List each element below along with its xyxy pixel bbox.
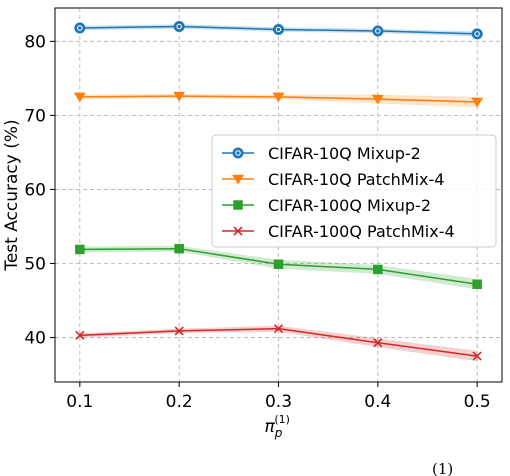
marker-circle-ring	[275, 26, 282, 33]
marker-x-stroke	[373, 338, 383, 348]
marker-circle-ring	[176, 23, 182, 30]
legend-label: CIFAR-10Q PatchMix-4	[268, 170, 444, 189]
marker-circle	[471, 28, 483, 40]
point-cifar-100q-patchmix-4	[472, 351, 482, 361]
marker-triangle	[73, 92, 86, 103]
legend-entry: CIFAR-10Q Mixup-2	[222, 144, 421, 163]
x-tick-label: 0.4	[364, 392, 391, 412]
band-cifar-100q-patchmix-4	[79, 325, 478, 362]
markers-cifar-100q-mixup-2	[75, 243, 482, 289]
marker-circle	[173, 21, 185, 33]
marker-circle	[232, 147, 244, 159]
marker-x-stroke	[75, 330, 85, 340]
y-tick-label: 50	[24, 255, 46, 275]
y-tick-label: 60	[24, 180, 46, 200]
y-tick-label: 80	[24, 32, 46, 52]
x-axis-label-superscript: (1)	[274, 413, 290, 426]
series-markers	[73, 21, 484, 361]
marker-square	[233, 200, 243, 210]
point-cifar-10q-mixup-2	[471, 28, 483, 40]
marker-circle-ring	[474, 31, 480, 37]
markers-cifar-100q-patchmix-4	[75, 324, 482, 361]
legend-label: CIFAR-100Q PatchMix-4	[268, 222, 455, 241]
marker-circle	[74, 22, 86, 34]
markers-cifar-10q-mixup-2	[74, 21, 483, 40]
point-cifar-100q-patchmix-4	[273, 324, 284, 334]
marker-circle-ring	[375, 28, 381, 34]
legend-box	[211, 134, 497, 248]
marker-triangle	[471, 97, 484, 108]
point-cifar-100q-patchmix-4	[75, 330, 85, 340]
point-cifar-100q-mixup-2	[373, 264, 383, 275]
point-cifar-100q-mixup-2	[472, 279, 482, 289]
point-cifar-100q-mixup-2	[75, 244, 85, 255]
point-cifar-10q-patchmix-4	[471, 97, 484, 108]
marker-square	[273, 259, 284, 269]
x-axis-label-subscript: p	[274, 426, 283, 440]
point-cifar-10q-mixup-2	[372, 25, 384, 37]
x-tick-label: 0.3	[265, 392, 292, 412]
marker-x-stroke	[273, 324, 284, 334]
x-tick-label: 0.1	[66, 392, 93, 412]
marker-square	[373, 264, 383, 275]
point-cifar-10q-mixup-2	[173, 21, 185, 33]
legend-entry: CIFAR-100Q PatchMix-4	[222, 222, 455, 241]
y-tick-label: 70	[24, 106, 46, 126]
point-cifar-10q-mixup-2	[273, 23, 284, 35]
marker-circle-ring	[235, 150, 241, 156]
marker-triangle	[371, 94, 384, 105]
point-cifar-10q-patchmix-4	[371, 94, 384, 105]
marker-square	[75, 244, 85, 255]
marker-circle	[372, 25, 384, 37]
point-cifar-10q-mixup-2	[74, 22, 86, 34]
y-tick-label: 40	[24, 329, 46, 349]
axis-ticks: 0.1 0.2 0.3 0.4 0.5 40 50 60 70 80	[24, 32, 490, 412]
marker-triangle	[173, 91, 186, 102]
marker-x-stroke	[174, 326, 184, 336]
point-cifar-10q-patchmix-4	[73, 92, 86, 103]
legend-entry: CIFAR-100Q Mixup-2	[222, 196, 431, 215]
legend-label: CIFAR-10Q Mixup-2	[268, 144, 421, 163]
marker-square	[174, 243, 184, 254]
cropped-caption-fragment: (1)	[432, 460, 453, 476]
marker-x-stroke	[472, 351, 482, 361]
markers-cifar-10q-patchmix-4	[73, 91, 484, 108]
x-tick-label: 0.5	[464, 392, 491, 412]
point-cifar-10q-patchmix-4	[272, 92, 285, 103]
marker-square	[472, 279, 482, 289]
legend-label: CIFAR-100Q Mixup-2	[268, 196, 431, 215]
legend: CIFAR-10Q Mixup-2 CIFAR-10Q PatchMix-4 CIF…	[211, 134, 497, 248]
point-cifar-10q-patchmix-4	[173, 91, 186, 102]
y-axis-label: Test Accuracy (%)	[2, 119, 22, 271]
point-cifar-100q-patchmix-4	[373, 338, 383, 348]
marker-triangle	[272, 92, 285, 103]
marker-circle-ring	[77, 25, 83, 31]
point-cifar-100q-patchmix-4	[174, 326, 184, 336]
marker-circle	[273, 23, 284, 35]
x-axis-label: πp(1)	[265, 413, 290, 440]
legend-entry: CIFAR-10Q PatchMix-4	[222, 170, 444, 189]
marker-triangle	[232, 174, 244, 185]
point-cifar-100q-mixup-2	[273, 259, 284, 269]
point-cifar-100q-mixup-2	[174, 243, 184, 254]
marker-x-stroke	[233, 226, 243, 236]
x-tick-label: 0.2	[166, 392, 193, 412]
x-axis-label-base: π	[265, 417, 276, 437]
